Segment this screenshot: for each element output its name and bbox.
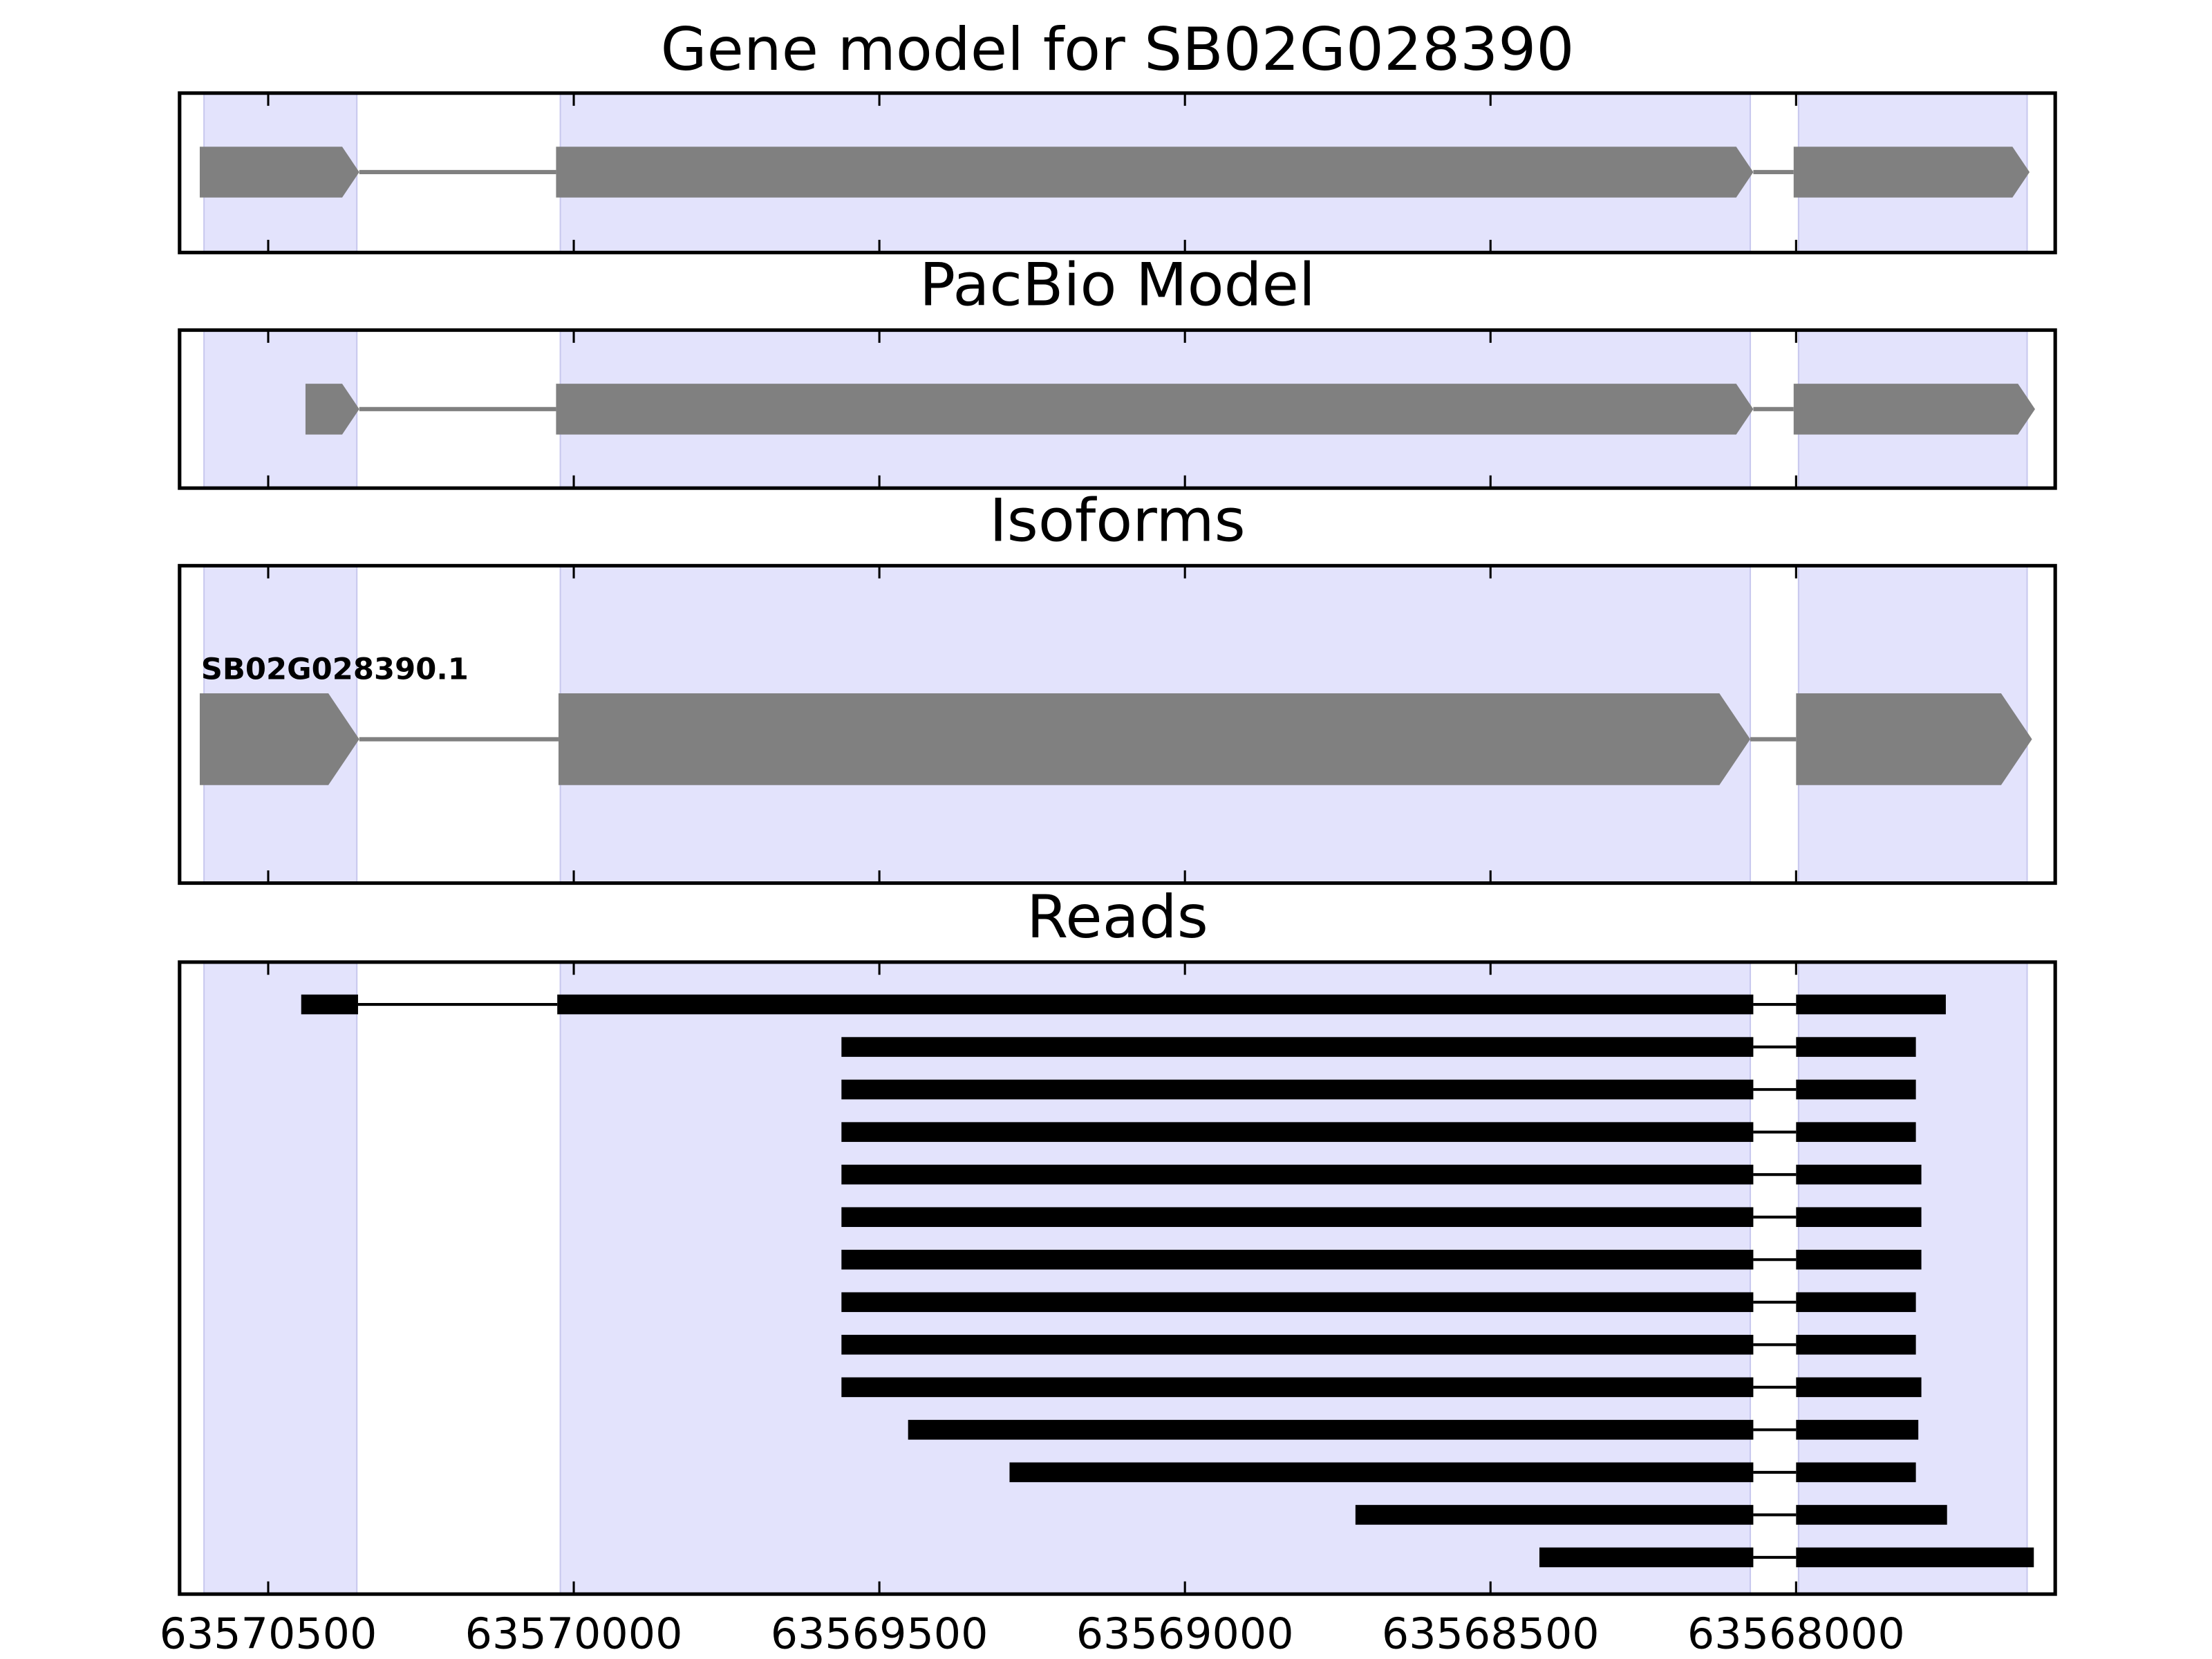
read-block bbox=[1796, 1335, 1916, 1355]
exon bbox=[558, 693, 1751, 785]
exon bbox=[556, 147, 1754, 198]
x-tick-label: 63568500 bbox=[1382, 1609, 1600, 1659]
read-block bbox=[557, 994, 1754, 1015]
x-tick-label: 63568000 bbox=[1687, 1609, 1905, 1659]
exon bbox=[199, 693, 359, 785]
panel-frame bbox=[178, 563, 2057, 885]
read-block bbox=[841, 1249, 1754, 1270]
read-block bbox=[1796, 1079, 1916, 1100]
panel-title: Reads bbox=[1027, 883, 1208, 952]
x-tick-label: 63569000 bbox=[1076, 1609, 1294, 1659]
read-block bbox=[1796, 1505, 1947, 1525]
read-block bbox=[841, 1079, 1754, 1100]
panel-title: PacBio Model bbox=[919, 251, 1315, 320]
read-block bbox=[841, 1037, 1754, 1057]
panel-frame bbox=[178, 328, 2057, 490]
read-block bbox=[1539, 1547, 1754, 1568]
read-block bbox=[1355, 1505, 1754, 1525]
exon bbox=[556, 384, 1754, 435]
read-block bbox=[301, 994, 358, 1015]
isoform-label: SB02G028390.1 bbox=[201, 653, 469, 687]
x-tick-label: 63569500 bbox=[771, 1609, 988, 1659]
exon-region bbox=[1797, 961, 2028, 1595]
panel-title: Gene model for SB02G028390 bbox=[661, 15, 1575, 84]
read-block bbox=[1796, 1207, 1922, 1227]
read-block bbox=[1796, 1462, 1916, 1483]
panel-title: Isoforms bbox=[989, 487, 1246, 556]
panel-frame bbox=[178, 960, 2057, 1596]
x-tick-label: 63570000 bbox=[465, 1609, 683, 1659]
exon bbox=[199, 147, 359, 198]
read-block bbox=[841, 1335, 1754, 1355]
read-block bbox=[1796, 1377, 1922, 1398]
read-block bbox=[1796, 1037, 1916, 1057]
x-tick-label: 63570500 bbox=[160, 1609, 377, 1659]
read-block bbox=[1009, 1462, 1754, 1483]
read-block bbox=[1796, 1420, 1919, 1440]
read-block bbox=[841, 1207, 1754, 1227]
read-block bbox=[1796, 1249, 1922, 1270]
exon bbox=[1793, 147, 2030, 198]
exon-region bbox=[203, 961, 358, 1595]
exon bbox=[1796, 693, 2032, 785]
exon-region bbox=[559, 961, 1752, 1595]
read-block bbox=[1796, 994, 1946, 1015]
exon bbox=[1793, 384, 2036, 435]
exon bbox=[305, 384, 359, 435]
read-block bbox=[1796, 1292, 1916, 1313]
read-block bbox=[1796, 1164, 1922, 1185]
read-block bbox=[841, 1122, 1754, 1142]
panel-frame bbox=[178, 91, 2057, 254]
read-block bbox=[908, 1420, 1754, 1440]
read-block bbox=[1796, 1547, 2034, 1568]
read-block bbox=[841, 1164, 1754, 1185]
read-block bbox=[841, 1377, 1754, 1398]
read-block bbox=[841, 1292, 1754, 1313]
read-block bbox=[1796, 1122, 1916, 1142]
